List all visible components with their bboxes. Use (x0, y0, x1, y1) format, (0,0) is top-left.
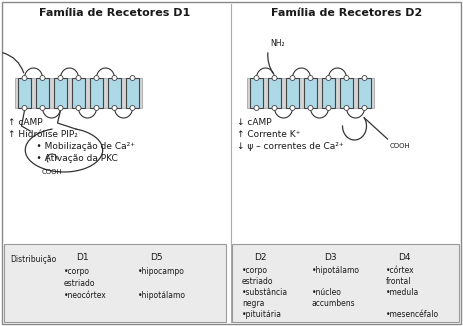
Circle shape (112, 76, 117, 81)
Text: •hipotálamo: •hipotálamo (138, 291, 186, 300)
Circle shape (308, 76, 313, 81)
Circle shape (254, 106, 259, 111)
Text: •pituitária: •pituitária (242, 310, 282, 319)
Text: estriado: estriado (64, 279, 95, 288)
Text: • Ativação da PKC: • Ativação da PKC (22, 154, 118, 163)
Bar (36, 78, 49, 108)
Circle shape (344, 106, 349, 111)
Bar (304, 78, 317, 108)
Text: ↑ Hidrólise PIP₂: ↑ Hidrólise PIP₂ (8, 130, 78, 139)
Text: •núcleo: •núcleo (312, 288, 342, 297)
Circle shape (58, 106, 63, 111)
Circle shape (22, 76, 27, 81)
Text: D3: D3 (324, 253, 336, 262)
Text: • Mobilização de Ca²⁺: • Mobilização de Ca²⁺ (22, 142, 135, 151)
Circle shape (308, 106, 313, 111)
Text: accumbens: accumbens (312, 299, 356, 308)
Text: •corpo: •corpo (242, 266, 268, 275)
Text: ↑ Corrente K⁺: ↑ Corrente K⁺ (237, 130, 300, 139)
Bar (54, 78, 67, 108)
Circle shape (94, 106, 99, 111)
Text: ↓ cAMP: ↓ cAMP (237, 118, 272, 127)
Circle shape (326, 76, 331, 81)
Circle shape (94, 76, 99, 81)
Text: negra: negra (242, 299, 264, 308)
Text: D1: D1 (75, 253, 88, 262)
Circle shape (58, 76, 63, 81)
Circle shape (290, 106, 295, 111)
Text: ↓ ψ – correntes de Ca²⁺: ↓ ψ – correntes de Ca²⁺ (237, 142, 344, 151)
Circle shape (254, 76, 259, 81)
Text: •medula: •medula (386, 288, 419, 297)
Circle shape (326, 106, 331, 111)
Bar (72, 78, 85, 108)
Circle shape (290, 76, 295, 81)
Bar (4, 244, 226, 322)
Bar (126, 78, 139, 108)
Bar (358, 78, 371, 108)
Text: D2: D2 (254, 253, 266, 262)
Circle shape (76, 106, 81, 111)
Circle shape (40, 76, 45, 81)
Circle shape (130, 76, 135, 81)
Text: •neocórtex: •neocórtex (64, 291, 107, 300)
Circle shape (272, 76, 277, 81)
Text: COOH: COOH (389, 143, 410, 149)
Circle shape (76, 76, 81, 81)
Circle shape (362, 76, 367, 81)
Circle shape (344, 76, 349, 81)
Text: •mesencéfalo: •mesencéfalo (386, 310, 439, 319)
Bar (18, 78, 31, 108)
Bar (108, 78, 121, 108)
Bar (15, 78, 142, 108)
Circle shape (40, 106, 45, 111)
Text: Distribuição: Distribuição (10, 255, 56, 264)
Bar (90, 78, 103, 108)
Text: Família de Recetores D1: Família de Recetores D1 (39, 8, 191, 18)
Bar (247, 78, 374, 108)
Circle shape (362, 106, 367, 111)
Circle shape (112, 106, 117, 111)
Text: NH₂: NH₂ (270, 39, 285, 48)
Text: frontal: frontal (386, 277, 412, 286)
Circle shape (272, 106, 277, 111)
Text: •corpo: •corpo (64, 267, 90, 276)
Text: D4: D4 (398, 253, 410, 262)
Text: D5: D5 (150, 253, 163, 262)
Text: Família de Recetores D2: Família de Recetores D2 (271, 8, 423, 18)
Text: •córtex: •córtex (386, 266, 415, 275)
Text: •hipocampo: •hipocampo (138, 267, 185, 276)
Bar (232, 244, 459, 322)
Circle shape (22, 106, 27, 111)
Bar (286, 78, 299, 108)
Circle shape (130, 106, 135, 111)
Text: estriado: estriado (242, 277, 274, 286)
Bar (268, 78, 281, 108)
Bar (322, 78, 335, 108)
Text: •hipotálamo: •hipotálamo (312, 266, 360, 275)
Text: •substância: •substância (242, 288, 288, 297)
Text: COOH: COOH (42, 169, 63, 175)
Text: ↑ cAMP: ↑ cAMP (8, 118, 43, 127)
Bar (340, 78, 353, 108)
Bar (250, 78, 263, 108)
